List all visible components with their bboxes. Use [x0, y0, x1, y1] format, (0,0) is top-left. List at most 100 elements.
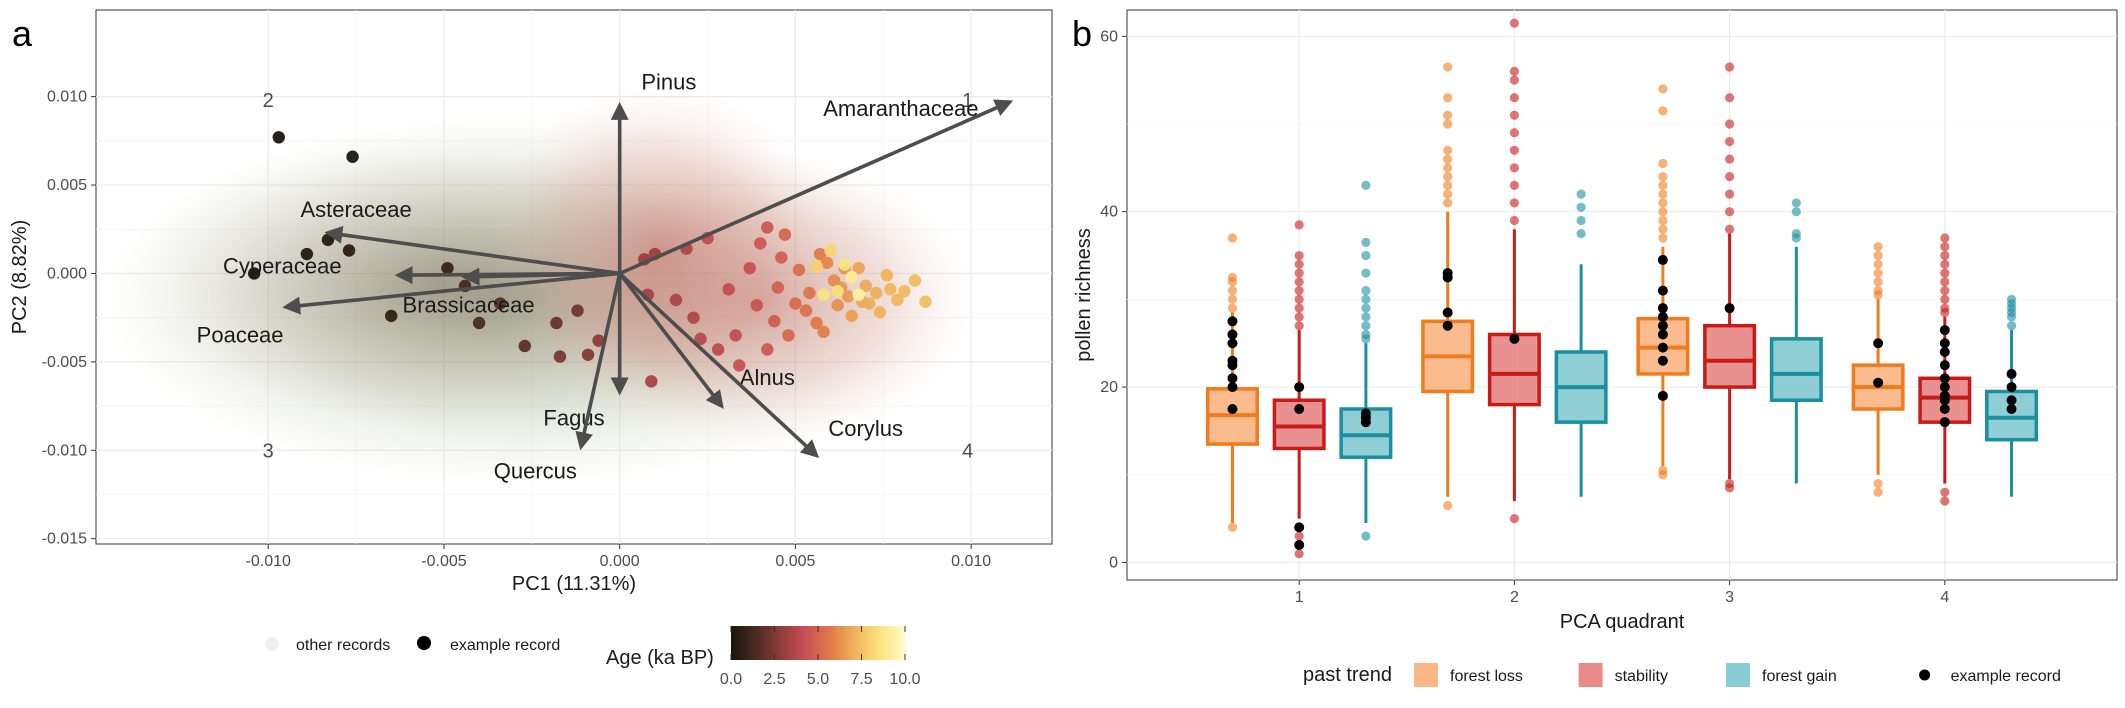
- outlier-point: [1873, 286, 1883, 296]
- example-record-point: [472, 316, 486, 330]
- example-record-point-b: [1227, 316, 1238, 327]
- example-record-point: [645, 375, 658, 388]
- example-record-point: [321, 233, 335, 247]
- loading-arrow: [618, 272, 724, 409]
- example-record-point: [813, 247, 827, 261]
- y-tick-label-b: 20: [1100, 379, 1118, 396]
- outlier-point: [1791, 198, 1801, 208]
- outlier-point: [1294, 312, 1304, 322]
- example-record-point-b: [1227, 329, 1238, 340]
- x-axis-title-b: PCA quadrant: [1560, 611, 1685, 633]
- x-tick-label-a: 0.010: [951, 553, 991, 570]
- x-tick-label-a: -0.005: [421, 553, 466, 570]
- y-tick-label-a: -0.015: [42, 531, 87, 548]
- quadrant-label: 3: [263, 440, 274, 462]
- outlier-point: [1294, 294, 1304, 304]
- outlier-point: [1873, 250, 1883, 261]
- legend-label-example-b: example record: [1951, 668, 2061, 685]
- outlier-point: [1361, 250, 1371, 261]
- example-record-point: [571, 304, 584, 317]
- example-record-point-b: [1657, 311, 1668, 322]
- outlier-point: [1658, 106, 1668, 116]
- example-record-point-b: [1442, 268, 1453, 279]
- outlier-point: [1361, 268, 1371, 278]
- outlier-point: [1509, 163, 1519, 173]
- outlier-point: [1509, 215, 1519, 226]
- outlier-point: [1873, 478, 1883, 489]
- example-record-point-b: [1227, 355, 1238, 366]
- example-record-point: [817, 288, 830, 301]
- example-record-point: [782, 329, 795, 342]
- legend-key-b: [1578, 663, 1603, 687]
- example-record-point-b: [2006, 382, 2017, 393]
- example-record-point-b: [1442, 307, 1453, 318]
- outlier-point: [1227, 286, 1238, 296]
- example-record-point-b: [1939, 417, 1950, 428]
- example-record-point: [852, 261, 865, 275]
- outlier-point: [1940, 487, 1950, 497]
- example-record-point: [722, 283, 735, 296]
- outlier-point: [1443, 154, 1453, 164]
- x-axis-a: -0.010 -0.005 0.000 0.005 0.010: [246, 544, 991, 570]
- outlier-point: [1873, 268, 1883, 278]
- outlier-point: [1576, 202, 1586, 212]
- legend-key-example: [417, 636, 431, 650]
- quadrant-labels: 1 2 3 4: [263, 90, 974, 462]
- box: [1703, 323, 1757, 389]
- outlier-point: [1443, 163, 1453, 173]
- outlier-point: [1294, 250, 1304, 261]
- outlier-point: [1791, 207, 1801, 217]
- x-axis-b: 1 2 3 4: [1295, 580, 1949, 606]
- outlier-point: [1873, 242, 1883, 252]
- legend-a: other records example record: [265, 636, 560, 654]
- outlier-point: [1576, 229, 1586, 239]
- loading-label: Fagus: [543, 405, 604, 430]
- x-axis-title-a: PC1 (11.31%): [512, 573, 636, 595]
- colorbar-tick-label: 5.0: [807, 671, 829, 688]
- outlier-point: [1725, 119, 1735, 129]
- outlier-point: [1361, 312, 1371, 322]
- legend-label-b: forest loss: [1450, 668, 1523, 685]
- outlier-point: [1361, 294, 1371, 304]
- outlier-point: [1658, 172, 1668, 182]
- outlier-point: [1658, 189, 1668, 199]
- legend-label-b: forest gain: [1762, 668, 1837, 685]
- outlier-point: [1294, 549, 1304, 559]
- loading-arrow: [575, 273, 622, 451]
- outlier-point: [1227, 233, 1238, 243]
- quadrant-label: 1: [962, 90, 973, 112]
- outlier-point: [1658, 224, 1668, 234]
- other-records-cloud: [96, 80, 980, 490]
- outlier-point: [1940, 303, 1950, 313]
- outlier-point: [2006, 294, 2017, 304]
- example-record-point: [750, 299, 763, 312]
- example-record-point-b: [1227, 338, 1238, 349]
- outlier-point: [1443, 145, 1453, 155]
- outlier-point: [1443, 189, 1453, 199]
- outlier-point: [1658, 215, 1668, 226]
- example-record-point: [732, 359, 746, 372]
- y-axis-b: 0 20 40 60: [1100, 28, 1127, 571]
- example-record-point-b: [1939, 382, 1950, 393]
- loading-label: Cyperaceae: [223, 253, 342, 278]
- example-record-point: [870, 286, 883, 300]
- loading-arrow: [282, 271, 620, 315]
- y-tick-label-a: 0.005: [47, 177, 87, 194]
- x-tick-label-a: 0.005: [775, 553, 815, 570]
- y-tick-label-a: 0.010: [47, 89, 87, 106]
- legend-label-b: stability: [1615, 668, 1668, 685]
- outlier-point: [1576, 189, 1586, 199]
- example-record-point-b: [1657, 329, 1668, 340]
- example-record-point-b: [1657, 285, 1668, 296]
- box: [1487, 332, 1541, 407]
- outlier-point: [1658, 207, 1668, 217]
- example-record-point: [859, 279, 872, 293]
- legend-key-other: [265, 637, 279, 651]
- y-tick-label-b: 40: [1100, 204, 1118, 221]
- example-record-point-b: [1939, 347, 1950, 357]
- box: [1769, 337, 1823, 402]
- loading-label: Poaceae: [197, 322, 284, 347]
- example-record-point-b: [1227, 382, 1238, 393]
- example-record-point: [799, 304, 813, 317]
- example-record-point: [810, 316, 823, 330]
